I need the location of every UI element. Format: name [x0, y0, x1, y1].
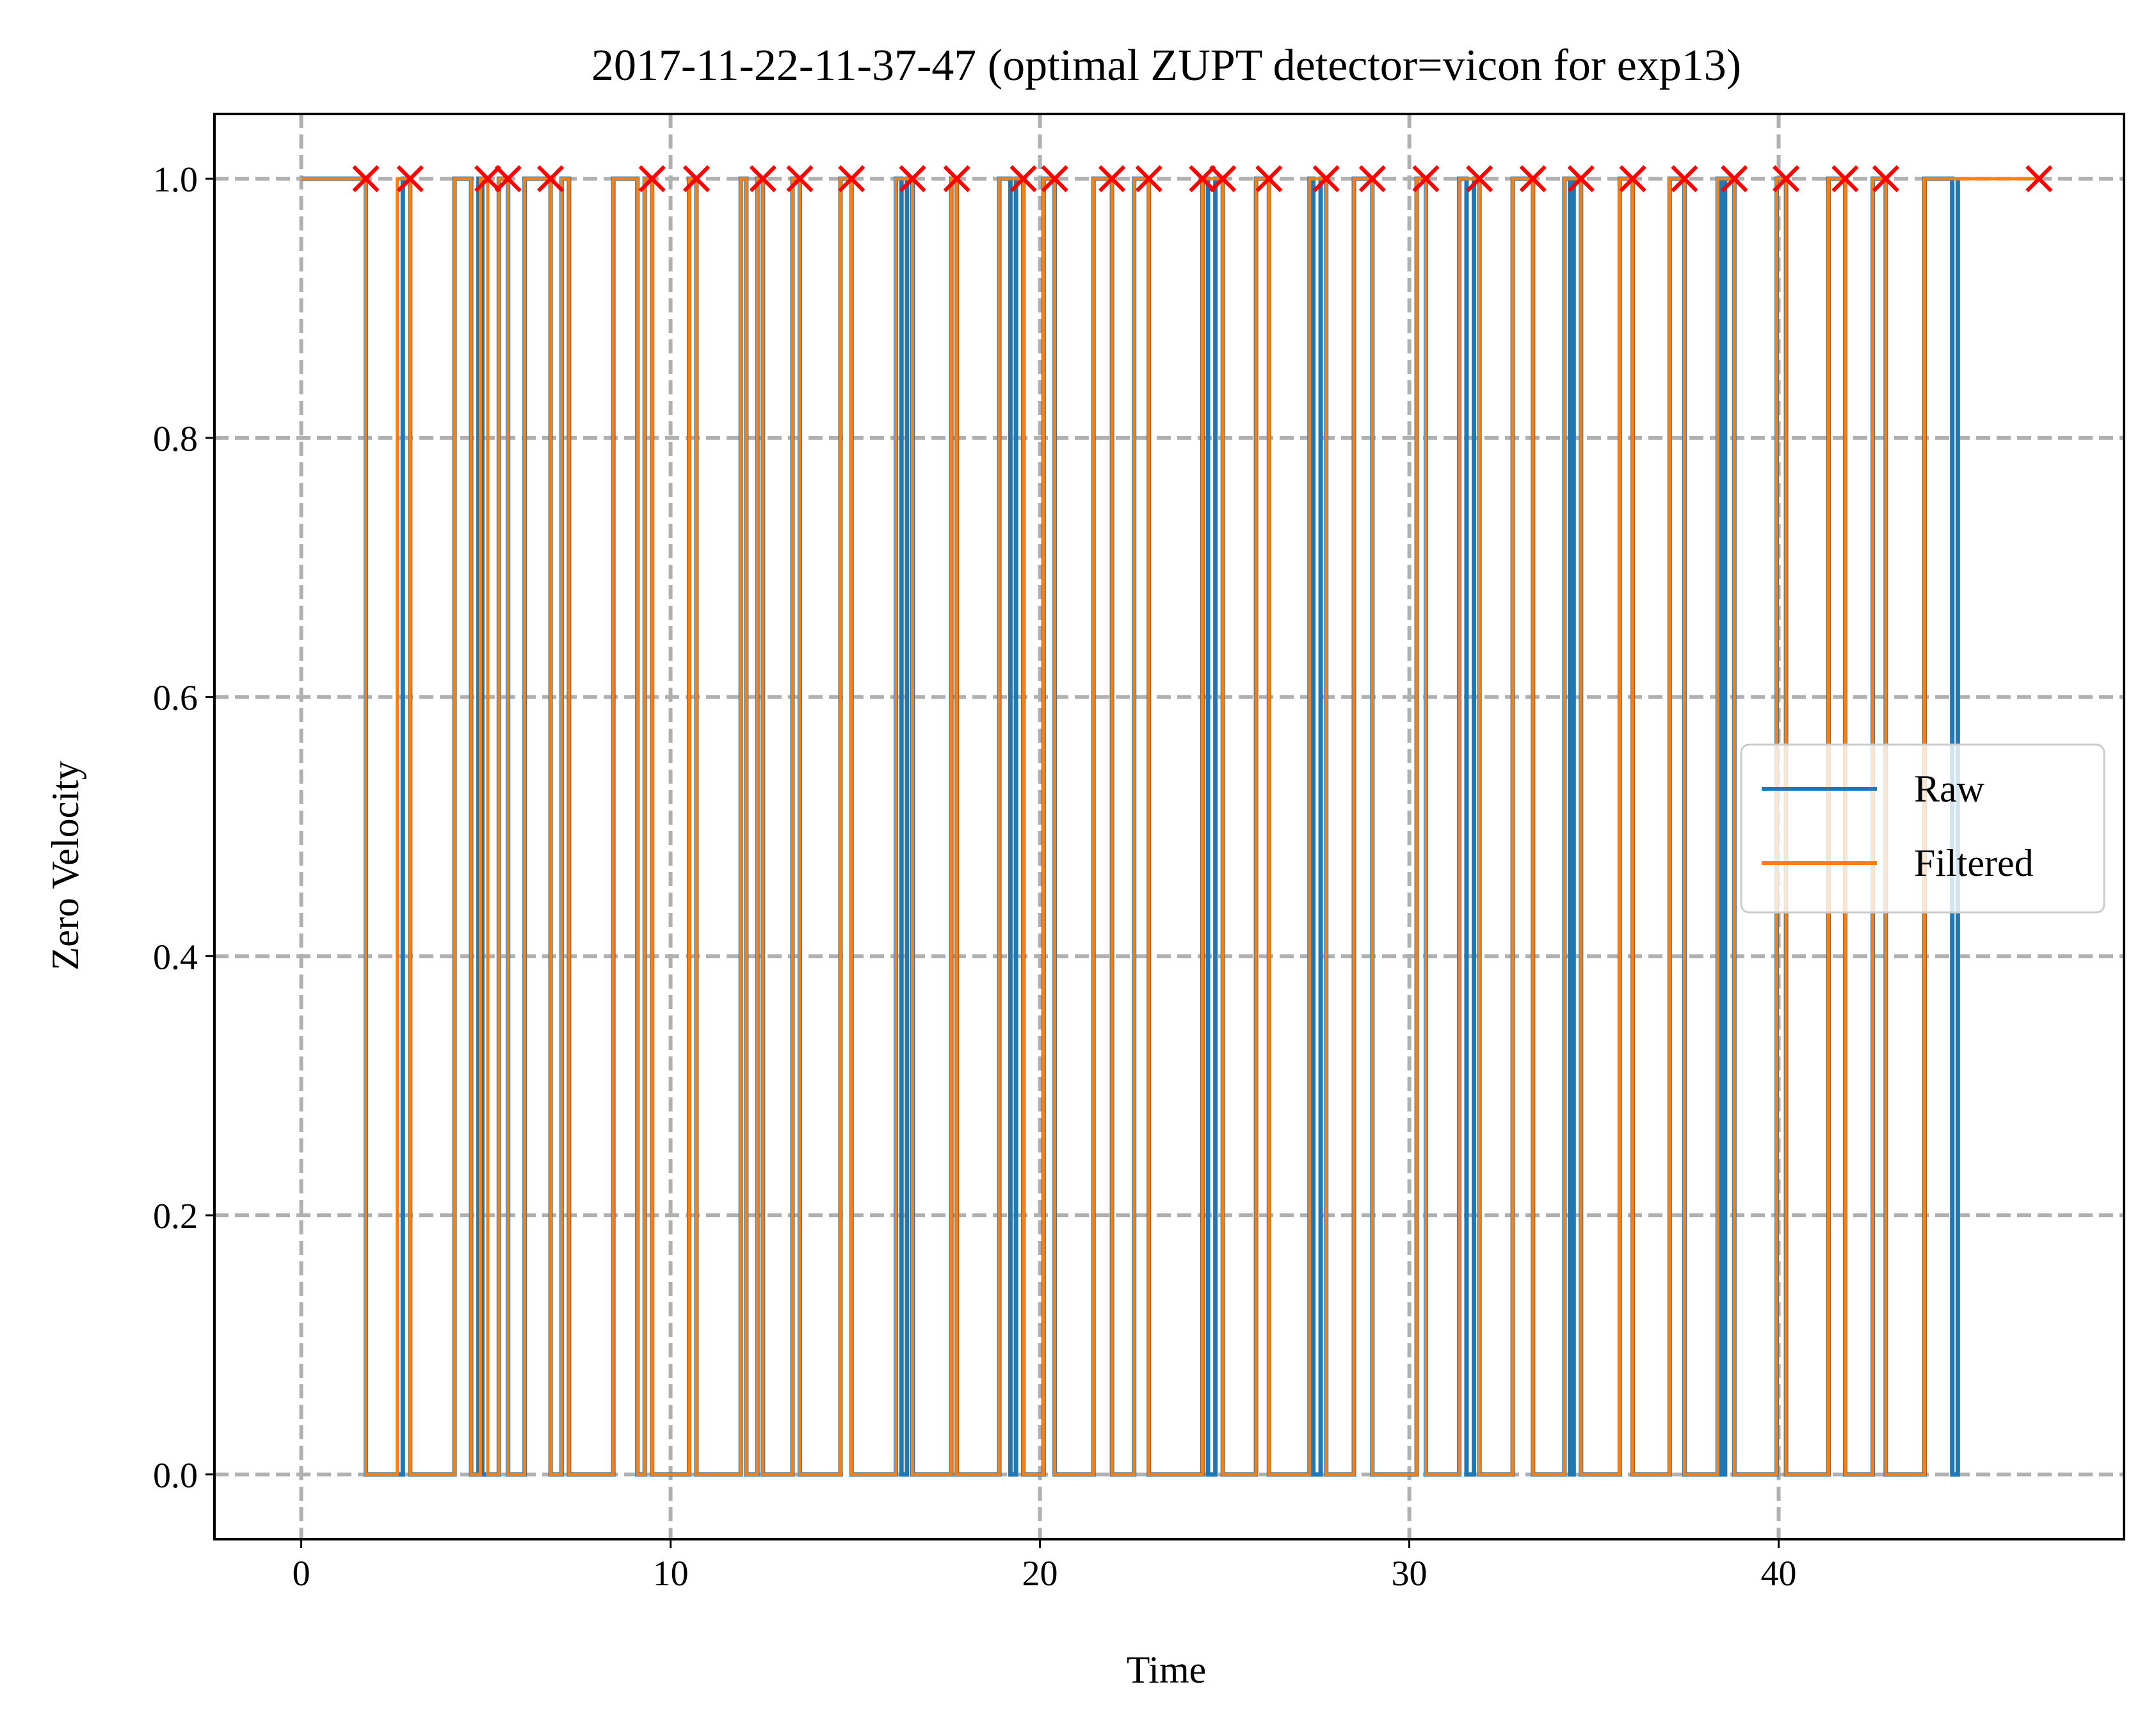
zupt-marker — [786, 165, 814, 193]
zupt-marker — [1567, 165, 1595, 193]
zupt-marker-stroke — [494, 165, 522, 193]
y-tick-label: 0.6 — [153, 679, 198, 718]
y-tick-label: 1.0 — [153, 160, 198, 200]
zupt-marker-stroke — [1721, 165, 1748, 193]
zupt-marker-stroke — [1831, 165, 1859, 193]
y-tick-label: 0.4 — [153, 937, 198, 977]
zupt-marker — [1519, 165, 1547, 193]
zupt-marker — [943, 165, 970, 193]
zupt-marker-stroke — [1358, 165, 1386, 193]
x-tick-label: 40 — [1761, 1554, 1797, 1594]
zupt-marker-stroke — [1772, 165, 1800, 193]
y-tick-label: 0.8 — [153, 419, 198, 459]
zupt-marker — [1209, 165, 1237, 193]
zupt-marker-stroke — [352, 165, 380, 193]
zupt-marker — [1872, 165, 1899, 193]
zupt-marker-stroke — [943, 165, 970, 193]
y-axis-label: Zero Velocity — [44, 761, 86, 970]
zupt-marker-stroke — [838, 165, 865, 193]
zupt-marker — [536, 165, 565, 193]
zupt-marker — [1255, 165, 1283, 193]
chart-title: 2017-11-22-11-37-47 (optimal ZUPT detect… — [591, 41, 1741, 90]
zupt-marker — [1412, 165, 1440, 193]
zupt-marker — [899, 165, 926, 193]
zupt-marker-stroke — [1255, 165, 1283, 193]
zupt-marker-stroke — [536, 165, 565, 193]
zupt-marker — [396, 165, 424, 193]
zupt-marker-stroke — [1466, 165, 1493, 193]
zupt-marker — [1721, 165, 1748, 193]
x-axis-label: Time — [1127, 1649, 1207, 1691]
zupt-marker — [1135, 165, 1162, 193]
zupt-marker — [1312, 165, 1340, 193]
zupt-marker — [474, 165, 502, 193]
zupt-marker — [1466, 165, 1493, 193]
zupt-marker — [1358, 165, 1386, 193]
zupt-marker-stroke — [1098, 165, 1126, 193]
zupt-marker — [352, 165, 380, 193]
plot-area — [301, 165, 2053, 1477]
zupt-marker — [1619, 165, 1646, 193]
x-tick-label: 10 — [653, 1554, 689, 1594]
zupt-marker — [749, 165, 776, 193]
zupt-marker — [1772, 165, 1800, 193]
zupt-marker-stroke — [1041, 165, 1068, 193]
zupt-marker-stroke — [474, 165, 502, 193]
zupt-marker-stroke — [1619, 165, 1646, 193]
zupt-marker — [838, 165, 865, 193]
zupt-marker-stroke — [1010, 165, 1037, 193]
x-tick-label: 30 — [1392, 1554, 1428, 1594]
plot-frame — [213, 113, 2125, 1540]
y-tick-label: 0.0 — [153, 1456, 198, 1496]
zupt-marker-stroke — [1412, 165, 1440, 193]
zupt-marker-stroke — [749, 165, 776, 193]
y-tick-label: 0.2 — [153, 1197, 198, 1236]
zupt-marker-stroke — [1189, 165, 1216, 193]
zupt-marker — [1671, 165, 1698, 193]
zupt-marker-stroke — [786, 165, 814, 193]
zupt-marker — [1831, 165, 1859, 193]
zupt-marker — [1010, 165, 1037, 193]
zupt-marker — [638, 165, 666, 193]
legend-label-raw: Raw — [1914, 768, 1985, 810]
zupt-marker — [1098, 165, 1126, 193]
zupt-marker-stroke — [1312, 165, 1340, 193]
zupt-marker — [682, 165, 711, 193]
legend: Raw Filtered — [1740, 743, 2105, 914]
zupt-marker-stroke — [1872, 165, 1899, 193]
zupt-marker-stroke — [1671, 165, 1698, 193]
zupt-marker-stroke — [1135, 165, 1162, 193]
axis-ticks: 0 10 20 30 40 0.0 0.2 0.4 0.6 0.8 1.0 — [153, 160, 1797, 1594]
legend-box — [1740, 743, 2105, 914]
zupt-marker — [1189, 165, 1216, 193]
zupt-marker — [1041, 165, 1068, 193]
x-tick-label: 20 — [1022, 1554, 1058, 1594]
zupt-marker-stroke — [899, 165, 926, 193]
zupt-marker-stroke — [1519, 165, 1547, 193]
zupt-marker-stroke — [396, 165, 424, 193]
zupt-marker-stroke — [1567, 165, 1595, 193]
series-filtered-line — [301, 177, 2039, 1476]
zupt-marker-stroke — [682, 165, 711, 193]
zupt-marker — [2025, 165, 2053, 193]
zupt-marker-stroke — [1209, 165, 1237, 193]
x-tick-label: 0 — [293, 1554, 310, 1594]
legend-label-filtered: Filtered — [1914, 842, 2034, 884]
zupt-marker-stroke — [638, 165, 666, 193]
zupt-marker — [494, 165, 522, 193]
zupt-marker-stroke — [2025, 165, 2053, 193]
